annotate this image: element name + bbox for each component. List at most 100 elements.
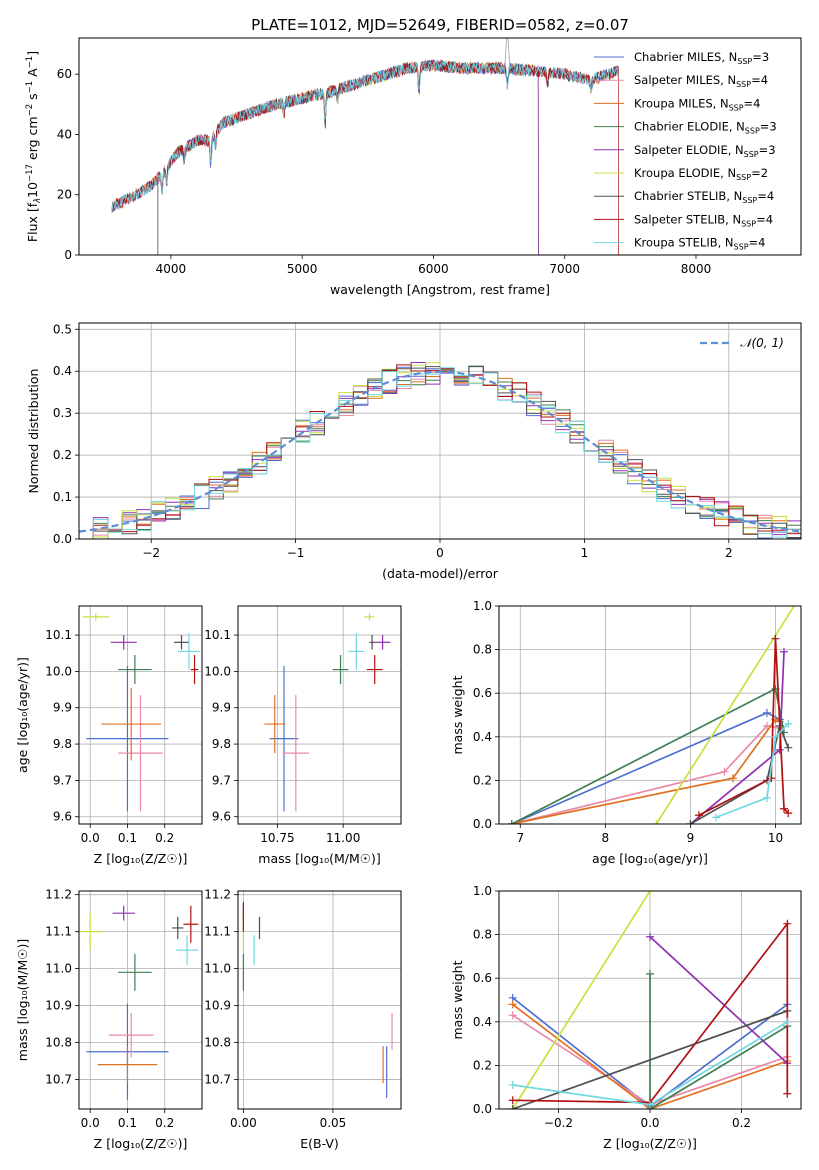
x-tick-label: −1: [287, 546, 305, 560]
y-tick-label: 0.2: [53, 448, 72, 462]
x-tick-label: 10: [768, 831, 783, 845]
y-axis-label: age [log₁₀(age/yr)]: [15, 657, 30, 773]
spectrum-line: [111, 59, 619, 213]
y-tick-label: 11.0: [45, 962, 72, 976]
x-axis-label: mass [log₁₀(M/M☉)]: [258, 851, 380, 866]
y-axis-label-part: λ: [33, 198, 43, 204]
legend-series-name: Chabrier MILES: [634, 50, 721, 64]
y-axis-label-part: s: [25, 93, 40, 104]
legend-entry: Chabrier STELIB, NSSP=4: [634, 189, 774, 205]
x-tick-label: 0.0: [81, 831, 100, 845]
data-point: [771, 732, 780, 741]
x-tick-label: −2: [142, 546, 160, 560]
x-tick-label: 1: [581, 546, 589, 560]
y-axis-label-part: 10: [25, 182, 40, 198]
data-point: [508, 1096, 517, 1105]
legend-nssp-sub: SSP: [736, 80, 751, 89]
legend-nssp-label: , N: [718, 236, 734, 250]
legend-series-name: Kroupa STELIB: [634, 236, 718, 250]
x-tick-label: 0.1: [118, 831, 137, 845]
data-point: [694, 811, 703, 820]
y-tick-label: 0.6: [473, 686, 492, 700]
legend-nssp-label: , N: [720, 73, 736, 87]
data-point: [646, 1100, 654, 1109]
y-tick-label: 0.3: [53, 406, 72, 420]
y-tick-label: 20: [57, 188, 72, 202]
data-point: [508, 1000, 517, 1009]
data-point: [762, 708, 771, 717]
y-axis-label: mass weight: [450, 960, 465, 1039]
x-axis-label: Z [log₁₀(Z/Z☉)]: [94, 851, 188, 866]
series-line: [649, 936, 788, 1064]
x-tick-label: 0.2: [155, 1116, 174, 1130]
axes-frame: [237, 605, 402, 825]
legend-nssp-value: =4: [744, 96, 761, 110]
y-axis-label: Normed distribution: [26, 369, 41, 494]
axes-frame: [78, 605, 203, 825]
y-tick-label: 10.1: [204, 628, 231, 642]
x-tick-label: 4000: [156, 262, 187, 276]
y-axis-label-part: Flux [f: [25, 202, 40, 242]
legend-nssp-label: , N: [720, 166, 736, 180]
plot-area: [79, 323, 801, 539]
y-tick-label: 0.6: [473, 971, 492, 985]
x-axis-label: (data-model)/error: [382, 566, 499, 581]
y-axis-label: mass weight: [450, 675, 465, 754]
legend-nssp-label: , N: [713, 96, 729, 110]
y-tick-label: 0.8: [473, 928, 492, 942]
legend-entry: Chabrier ELODIE, NSSP=3: [634, 120, 777, 136]
y-tick-label: 9.8: [212, 737, 231, 751]
normal-reference-curve: [79, 370, 801, 533]
data-point: [783, 1017, 792, 1026]
legend-entry: Chabrier MILES, NSSP=3: [634, 50, 769, 66]
data-point: [779, 647, 788, 656]
legend-nssp-sub: SSP: [745, 127, 760, 136]
y-tick-label: 0.2: [473, 773, 492, 787]
y-axis-label: Flux [fλ10−17 erg cm−2 s−1 A−1]: [25, 51, 43, 242]
x-tick-label: 10.75: [260, 831, 294, 845]
chart-mass-Z: 0.0 0.1 0.2 10.7 10.8 10.9 11.0 11.1 11.2 Z [log₁…: [15, 888, 203, 1151]
axes-frame: [237, 890, 402, 1110]
chart-residuals: −2 −1 0 1 2 0.0 0.1 0.2 0.3 0.4 0.5 (data-model)/er…: [26, 322, 802, 581]
data-point: [797, 591, 805, 599]
data-point: [771, 634, 780, 643]
legend-nssp-sub: SSP: [734, 243, 749, 252]
legend-nssp-value: =4: [751, 73, 768, 87]
y-tick-label: 11.2: [204, 888, 231, 902]
y-tick-label: 0.0: [53, 532, 72, 546]
y-axis-label-part: −2: [25, 104, 35, 117]
chart-spectrum: 4000 5000 6000 7000 8000 0 20 40 60 wavelength [A…: [25, 37, 802, 297]
data-point: [784, 743, 793, 752]
y-tick-label: 9.7: [53, 773, 72, 787]
series-line: [512, 921, 789, 1104]
figure-title: PLATE=1012, MJD=52649, FIBERID=0582, z=0…: [251, 16, 629, 34]
chart-age-Z: 0.0 0.1 0.2 9.6 9.7 9.8 9.9 10.0 10.1 Z [log₁₀(Z/…: [15, 605, 203, 866]
x-tick-label: −0.2: [544, 1116, 573, 1130]
y-tick-label: 9.8: [53, 737, 72, 751]
y-tick-label: 10.7: [204, 1072, 231, 1086]
legend-entry: 𝒩(0, 1): [740, 336, 784, 350]
data-point: [646, 891, 654, 895]
plot-area: [238, 891, 401, 1109]
x-tick-label: 8: [602, 831, 610, 845]
legend-nssp-sub: SSP: [737, 57, 752, 66]
y-tick-label: 9.7: [212, 773, 231, 787]
x-tick-label: 5000: [287, 262, 318, 276]
x-tick-label: 0.0: [640, 1116, 659, 1130]
y-tick-label: 9.9: [212, 701, 231, 715]
axes-frame: [78, 322, 802, 540]
y-axis-label-part: −1: [25, 81, 35, 94]
data-point: [720, 767, 729, 776]
data-point: [779, 804, 788, 813]
data-point: [507, 820, 516, 824]
x-tick-label: 2: [725, 546, 733, 560]
x-tick-label: 0.0: [81, 1116, 100, 1130]
data-point: [686, 820, 695, 824]
y-tick-label: 10.0: [204, 664, 231, 678]
chart-massweight-Z: −0.2 0.0 0.2 0.0 0.2 0.4 0.6 0.8 1.0 Z [log₁₀(Z/Z…: [450, 884, 802, 1151]
data-point: [783, 919, 792, 928]
y-tick-label: 0.4: [473, 730, 492, 744]
series-line: [649, 973, 788, 1109]
legend-nssp-value: =4: [757, 189, 774, 203]
